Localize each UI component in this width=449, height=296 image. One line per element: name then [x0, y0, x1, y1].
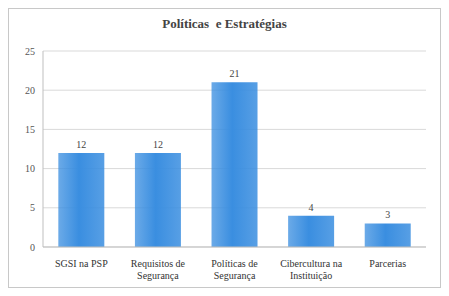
svg-text:Parcerias: Parcerias	[369, 258, 406, 269]
svg-text:Políticas deSegurança: Políticas deSegurança	[211, 258, 258, 281]
svg-text:15: 15	[25, 124, 35, 135]
svg-text:5: 5	[30, 202, 35, 213]
svg-text:21: 21	[230, 68, 240, 79]
html-text:Políticas e Estratégias: Políticas e Estratégias	[162, 16, 287, 31]
svg-text:3: 3	[385, 209, 390, 220]
svg-text:12: 12	[153, 139, 163, 150]
svg-text:10: 10	[25, 163, 35, 174]
svg-text:12: 12	[76, 139, 86, 150]
svg-text:4: 4	[309, 202, 314, 213]
svg-text:20: 20	[25, 85, 35, 96]
svg-text:SGSI na PSP: SGSI na PSP	[55, 258, 108, 269]
svg-text:25: 25	[25, 46, 35, 57]
svg-text:0: 0	[30, 242, 35, 253]
svg-text:Cibercultura naInstituição: Cibercultura naInstituição	[280, 258, 342, 281]
svg-text:Requisitos deSegurança: Requisitos deSegurança	[131, 258, 186, 281]
